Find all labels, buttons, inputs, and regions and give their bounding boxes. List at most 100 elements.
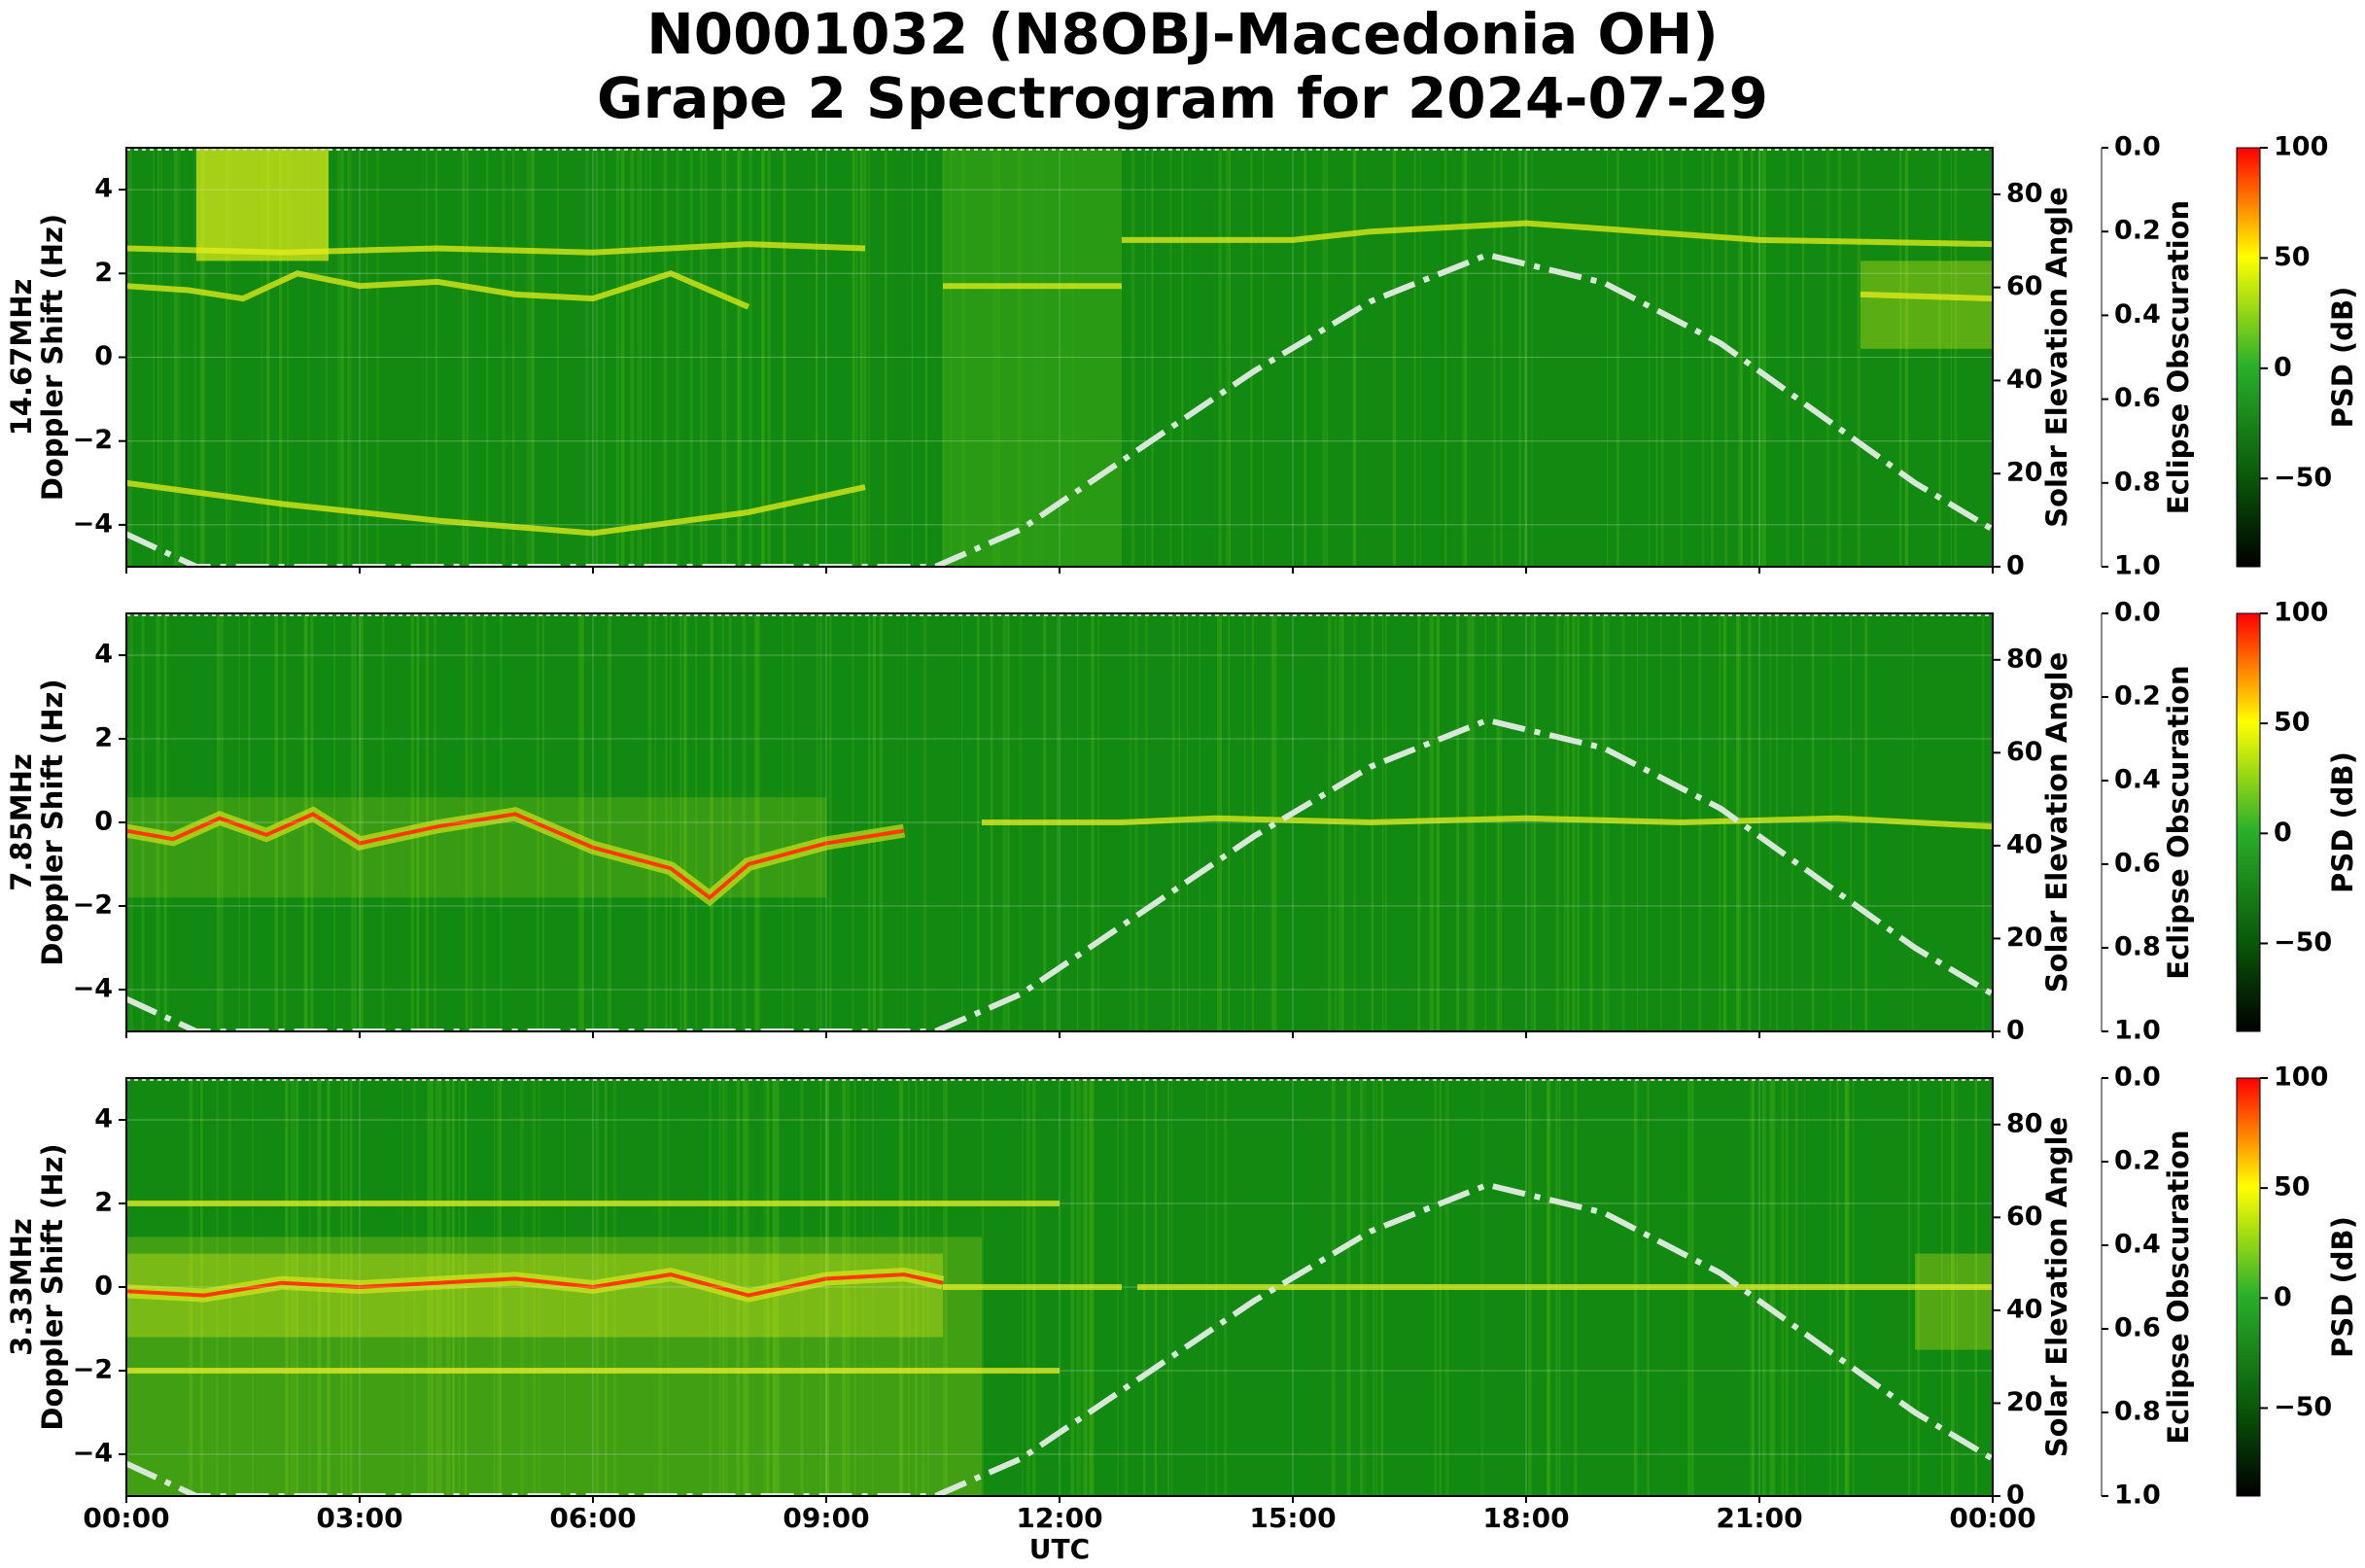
colorbar-tick-label: 0: [2274, 352, 2292, 382]
noise-band: [943, 148, 1122, 567]
noise-streak: [852, 148, 855, 567]
solar-tick-label: 20: [2006, 458, 2043, 488]
noise-streak: [1811, 613, 1815, 1031]
noise-streak: [842, 1078, 846, 1496]
noise-streak: [630, 148, 635, 567]
colorbar-label: PSD (dB): [2326, 1216, 2359, 1358]
signal-trace: [126, 241, 866, 256]
y-tick-label: 0: [94, 807, 113, 837]
noise-streak: [1711, 148, 1714, 567]
noise-streak: [721, 148, 724, 567]
noise-streak: [679, 613, 682, 1031]
noise-streak: [691, 148, 693, 567]
colorbar-tick-label: 50: [2274, 708, 2311, 738]
signal-trace: [982, 815, 1993, 830]
noise-streak: [654, 613, 657, 1031]
signal-trace: [126, 270, 750, 310]
noise-streak: [365, 148, 368, 567]
spectrogram-content: [126, 613, 1993, 1031]
noise-streak: [381, 613, 385, 1031]
noise-streak: [287, 148, 289, 567]
noise-streak: [193, 148, 196, 567]
noise-streak: [884, 148, 887, 567]
noise-streak: [783, 148, 786, 567]
noise-streak: [595, 148, 598, 567]
y-axis-label: Doppler Shift (Hz): [36, 214, 69, 501]
signal-trace: [1860, 291, 1993, 302]
x-tick-label: 00:00: [1949, 1502, 2035, 1534]
colorbar-tick-label: 100: [2274, 1063, 2328, 1093]
noise-streak: [1189, 148, 1191, 567]
colorbar-tick-label: 50: [2274, 242, 2311, 272]
signal-trace-core: [126, 1272, 944, 1298]
noise-streak: [1228, 148, 1231, 567]
noise-streak: [1530, 613, 1533, 1031]
noise-streak: [745, 1078, 749, 1496]
noise-streak: [141, 613, 145, 1031]
solar-tick-label: 60: [2006, 737, 2043, 767]
noise-streak: [744, 1078, 748, 1496]
noise-streak: [1523, 148, 1528, 567]
eclipse-tick-label: 0.0: [2114, 1063, 2161, 1093]
noise-streak: [228, 148, 231, 567]
frequency-label: 14.67MHz: [5, 279, 38, 436]
noise-streak: [721, 613, 725, 1031]
frequency-label: 3.33MHz: [5, 1218, 38, 1356]
noise-streak: [1750, 148, 1754, 567]
eclipse-tick-label: 0.2: [2114, 216, 2161, 246]
signal-patch: [1861, 261, 1993, 349]
solar-tick-label: 0: [2006, 1016, 2025, 1046]
noise-streak: [1262, 148, 1265, 567]
noise-streak: [756, 613, 760, 1031]
noise-streak: [153, 148, 155, 567]
solar-tick-label: 40: [2006, 829, 2043, 859]
noise-streak: [782, 613, 783, 1031]
noise-streak: [761, 148, 765, 567]
noise-streak: [360, 613, 364, 1031]
eclipse-tick-label: 0.4: [2114, 765, 2161, 795]
colorbar-tick-label: −50: [2274, 927, 2332, 958]
noise-streak: [1680, 148, 1684, 567]
x-axis-label: UTC: [1029, 1533, 1090, 1565]
noise-streak: [1462, 148, 1464, 567]
noise-streak: [577, 613, 581, 1031]
eclipse-axis-label: Eclipse Obscuration: [2162, 665, 2195, 979]
noise-streak: [1352, 148, 1357, 567]
noise-streak: [859, 148, 863, 567]
solar-tick-label: 0: [2006, 551, 2025, 581]
eclipse-tick-label: 0.2: [2114, 1146, 2161, 1176]
noise-streak: [737, 148, 740, 567]
noise-streak: [749, 148, 751, 567]
noise-streak: [1857, 148, 1861, 567]
noise-streak: [163, 613, 168, 1031]
y-tick-label: −4: [73, 974, 113, 1004]
solar-tick-label: 40: [2006, 365, 2043, 395]
noise-streak: [1701, 148, 1705, 567]
noise-streak: [462, 148, 466, 567]
noise-streak: [1500, 613, 1503, 1031]
eclipse-tick-label: 1.0: [2114, 551, 2161, 581]
noise-streak: [266, 148, 270, 567]
noise-streak: [1738, 148, 1743, 567]
eclipse-tick-label: 0.4: [2114, 1230, 2161, 1260]
noise-streak: [1616, 148, 1619, 567]
noise-streak: [1218, 148, 1222, 567]
noise-streak: [816, 148, 817, 567]
noise-streak: [337, 148, 340, 567]
noise-streak: [1413, 148, 1416, 567]
noise-streak: [704, 148, 708, 567]
noise-streak: [1250, 148, 1253, 567]
noise-streak: [585, 148, 589, 567]
x-tick-label: 21:00: [1716, 1502, 1802, 1534]
noise-streak: [1151, 148, 1154, 567]
noise-streak: [694, 613, 698, 1031]
noise-streak: [861, 148, 866, 567]
noise-streak: [867, 148, 870, 567]
eclipse-tick-label: 0.6: [2114, 383, 2161, 413]
noise-streak: [710, 613, 713, 1031]
noise-streak: [639, 148, 643, 567]
noise-streak: [728, 613, 732, 1031]
noise-streak: [1228, 613, 1231, 1031]
noise-streak: [682, 613, 686, 1031]
solar-tick-label: 40: [2006, 1294, 2043, 1324]
